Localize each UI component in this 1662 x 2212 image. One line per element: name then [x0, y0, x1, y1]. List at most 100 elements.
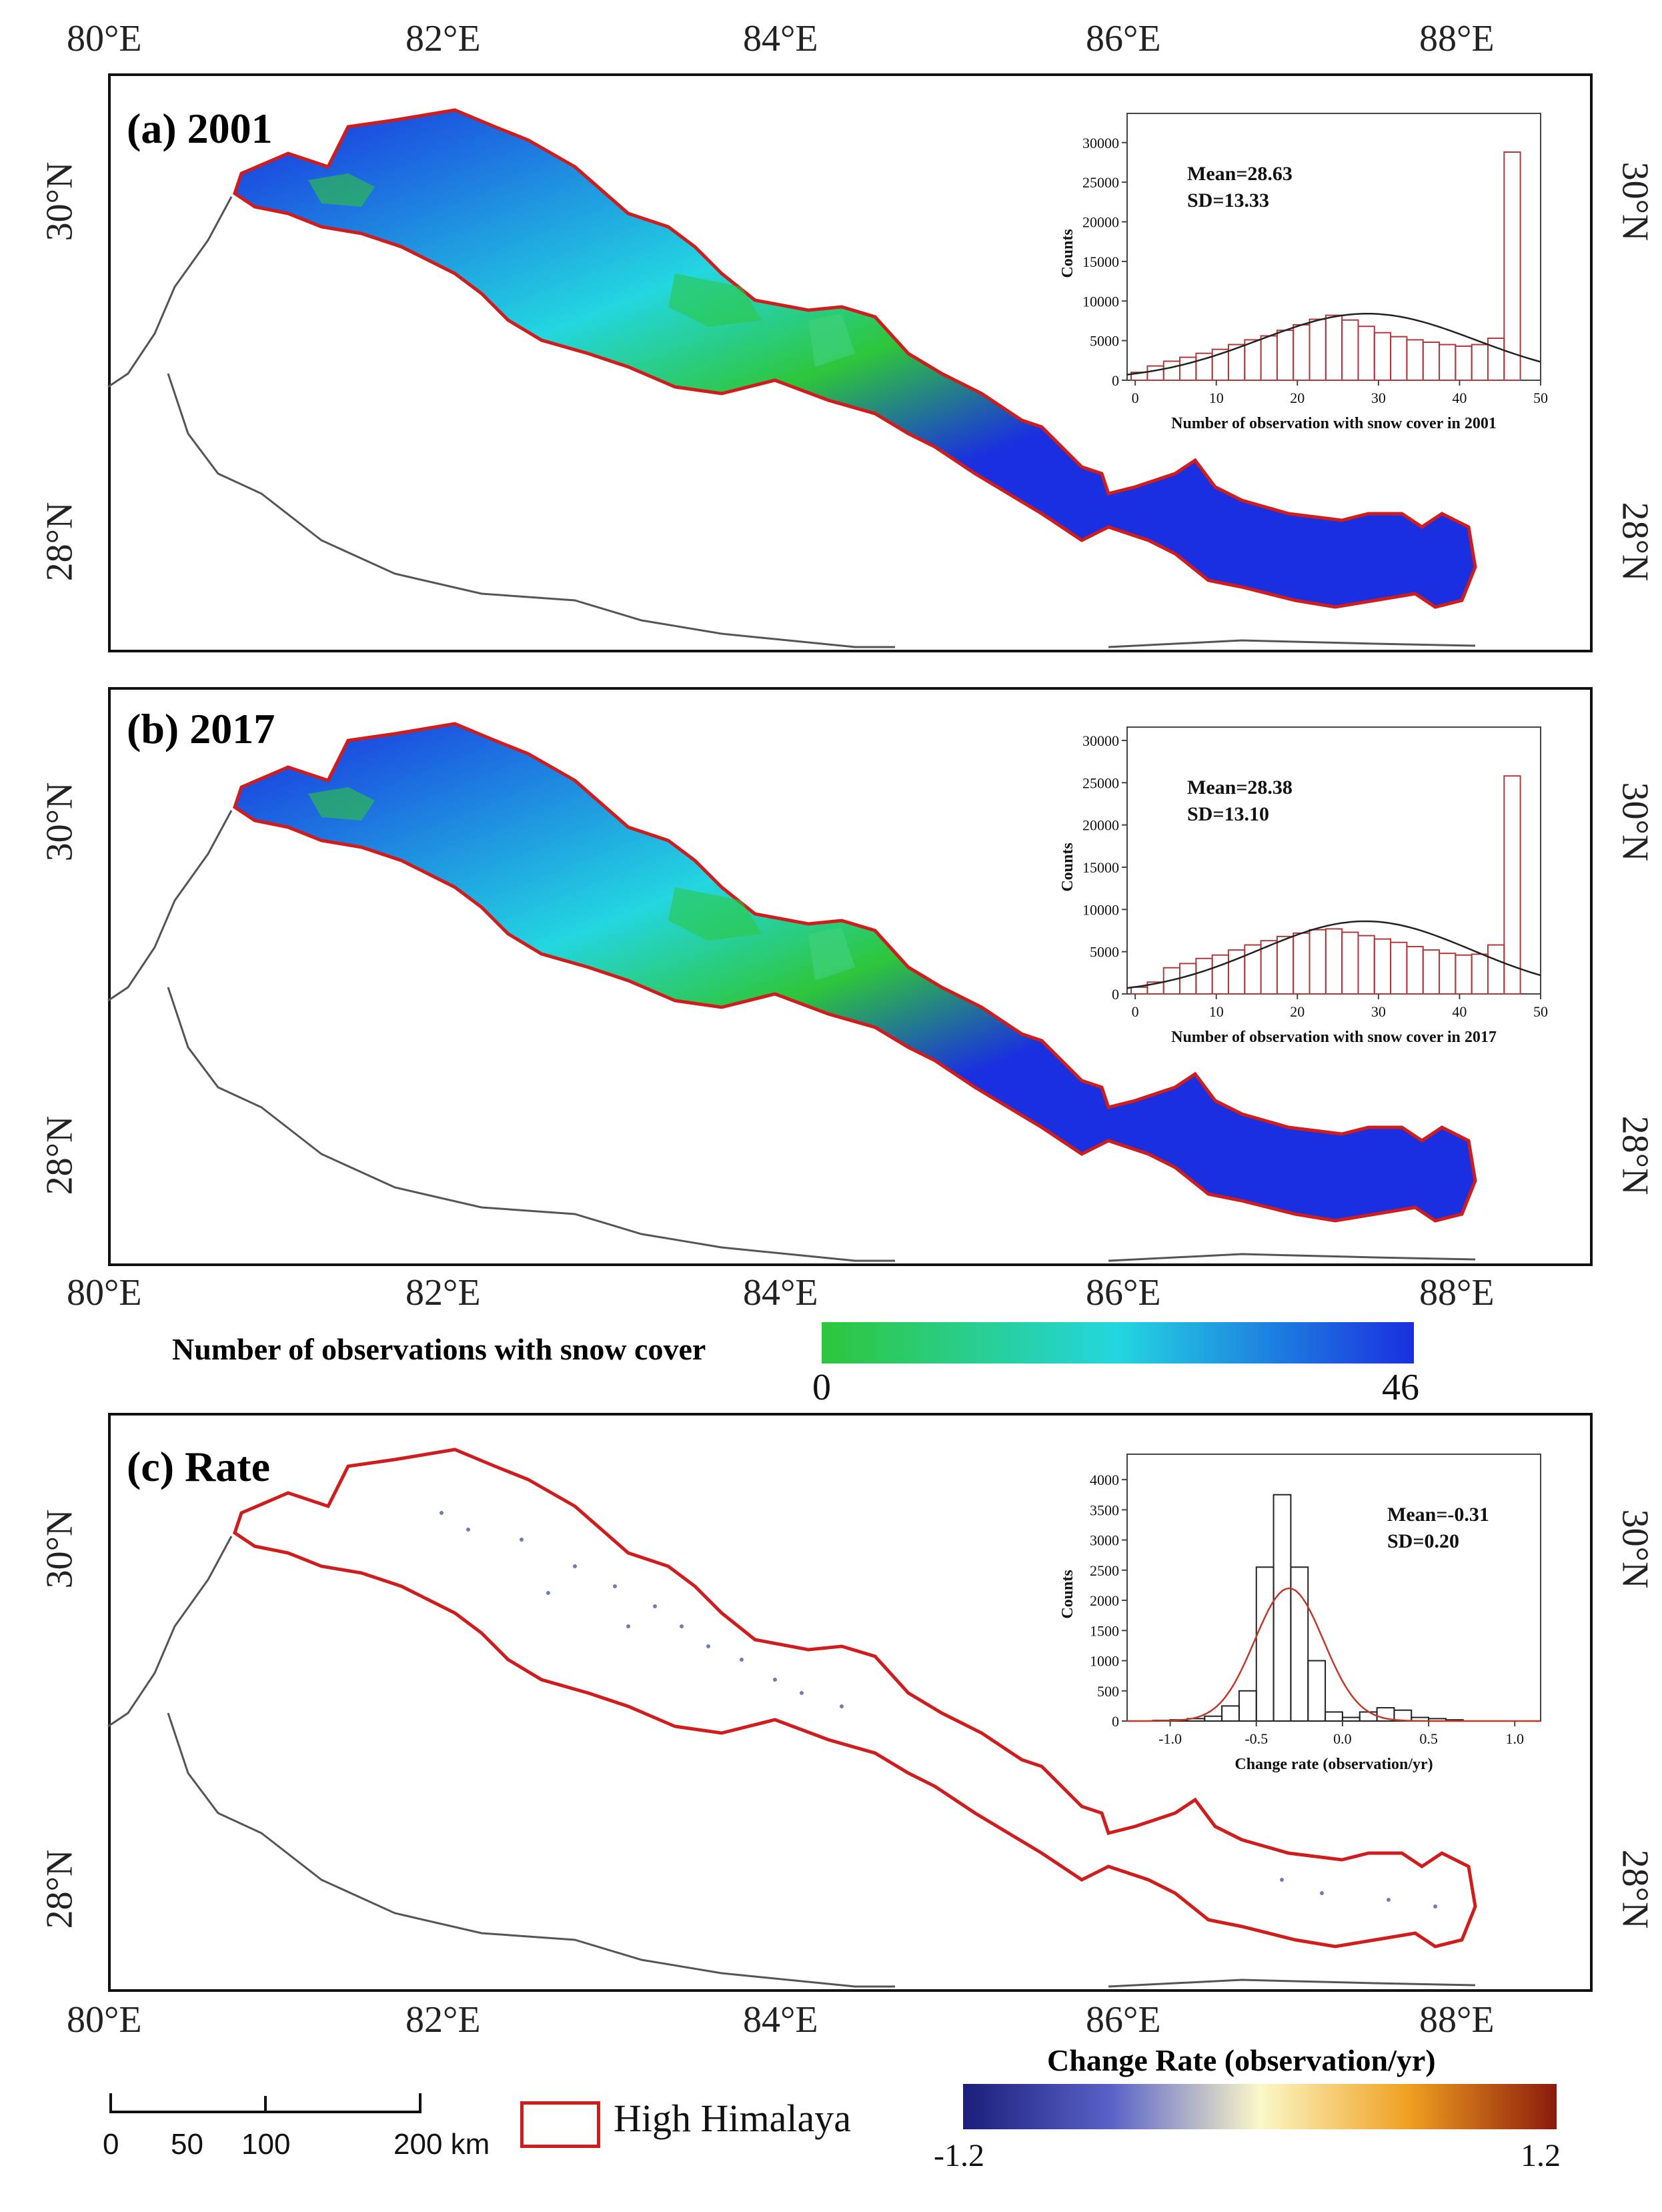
- lon-mid-80: 80°E: [67, 1272, 142, 1313]
- high-himalaya-region: [233, 108, 1477, 609]
- x-tick-label: 0.0: [1333, 1730, 1352, 1747]
- y-tick-label: 25000: [1082, 174, 1119, 191]
- x-axis-label: Number of observation with snow cover in…: [1171, 1029, 1497, 1046]
- x-tick-label: 30: [1371, 390, 1386, 406]
- x-tick-label: 0: [1132, 1003, 1139, 1020]
- x-tick-label: 40: [1452, 390, 1467, 406]
- boundary-legend-label: High Himalaya: [614, 2097, 851, 2140]
- y-tick-label: 25000: [1082, 774, 1119, 791]
- y-tick-label: 2000: [1090, 1592, 1119, 1609]
- sd-text: SD=13.10: [1187, 803, 1269, 825]
- lat-a-right-28: 28°N: [1614, 502, 1656, 582]
- lon-bot-84: 84°E: [743, 1999, 818, 2041]
- y-tick-label: 5000: [1090, 944, 1119, 961]
- country-boundary: [107, 1536, 1476, 1988]
- x-tick-label: -1.0: [1158, 1730, 1182, 1747]
- panel-b-label: (b) 2017: [127, 705, 275, 752]
- y-tick-label: 500: [1097, 1683, 1119, 1700]
- scale-bar: [109, 2093, 422, 2113]
- scale-label-100: 100: [241, 2128, 291, 2161]
- panel-a-histogram: 0 5000 10000 15000 20000 25000 30000 0 10 20 30 40 5…: [1059, 113, 1548, 432]
- mean-text: Mean=28.63: [1187, 163, 1293, 185]
- y-tick-label: 30000: [1082, 732, 1119, 749]
- y-axis-label: Counts: [1059, 229, 1076, 278]
- lon-mid-84: 84°E: [743, 1272, 818, 1313]
- x-tick-label: 10: [1209, 390, 1224, 406]
- high-himalaya-region: [233, 722, 1477, 1223]
- x-axis-label: Number of observation with snow cover in…: [1171, 415, 1497, 432]
- y-tick-label: 5000: [1090, 333, 1119, 350]
- lat-c-right-28: 28°N: [1614, 1849, 1656, 1929]
- lon-top-88: 88°E: [1419, 18, 1495, 59]
- y-tick-label: 10000: [1082, 901, 1119, 918]
- x-tick-label: 0: [1132, 390, 1139, 406]
- x-tick-label: 30: [1371, 1003, 1386, 1020]
- scale-label-50: 50: [171, 2128, 203, 2161]
- lat-c-left-28: 28°N: [39, 1849, 81, 1929]
- hist-frame: [1126, 113, 1541, 381]
- y-tick-label: 0: [1112, 986, 1119, 1003]
- panel-c-label: (c) Rate: [127, 1443, 270, 1490]
- x-tick-label: 10: [1209, 1003, 1224, 1020]
- x-axis-label: Change rate (observation/yr): [1234, 1756, 1433, 1773]
- lat-b-right-28: 28°N: [1614, 1115, 1656, 1195]
- y-tick-label: 3000: [1090, 1532, 1119, 1549]
- lon-mid-88: 88°E: [1419, 1272, 1495, 1313]
- lat-c-right-30: 30°N: [1614, 1509, 1656, 1589]
- lat-b-left-28: 28°N: [39, 1115, 81, 1195]
- x-tick-label: 20: [1290, 1003, 1305, 1020]
- panel-b-map: [107, 722, 1477, 1262]
- high-himalaya-outline: [233, 1448, 1477, 1949]
- panel-a-map: [107, 108, 1477, 648]
- y-tick-label: 0: [1112, 1713, 1119, 1730]
- mean-text: Mean=-0.31: [1387, 1504, 1489, 1526]
- x-tick-label: -0.5: [1244, 1730, 1268, 1747]
- panel-b-histogram: 0 5000 10000 15000 20000 25000 30000 0 10 20 30 40 5…: [1059, 726, 1548, 1046]
- y-tick-label: 0: [1112, 372, 1119, 389]
- x-tick-label: 50: [1533, 1003, 1548, 1020]
- rate-legend-title: Change Rate (observation/yr): [1047, 2043, 1436, 2077]
- x-tick-label: 20: [1290, 390, 1305, 406]
- x-tick-label: 40: [1452, 1003, 1467, 1020]
- rate-legend-min: -1.2: [934, 2138, 984, 2173]
- rate-legend-max: 1.2: [1521, 2138, 1561, 2173]
- scale-label-200: 200 km: [393, 2128, 490, 2161]
- lat-a-right-30: 30°N: [1614, 161, 1656, 241]
- fit-curve: [1126, 920, 1541, 989]
- hist-bar: [1307, 1660, 1327, 1722]
- scale-label-0: 0: [103, 2128, 119, 2161]
- y-tick-label: 3500: [1090, 1502, 1119, 1518]
- panel-c-map: [107, 1448, 1477, 1988]
- lat-a-left-30: 30°N: [39, 161, 81, 241]
- lat-b-left-30: 30°N: [39, 782, 81, 862]
- lon-top-84: 84°E: [743, 18, 818, 59]
- snow-colorbar: [822, 1322, 1414, 1363]
- hist-frame: [1126, 1454, 1541, 1722]
- lon-top-80: 80°E: [67, 18, 142, 59]
- lon-top-82: 82°E: [405, 18, 481, 59]
- country-boundary: [107, 196, 1476, 648]
- x-tick-label: 50: [1533, 390, 1548, 406]
- hist-bar: [1325, 1711, 1343, 1722]
- mean-text: Mean=28.38: [1187, 776, 1293, 798]
- y-axis-label: Counts: [1059, 1570, 1076, 1618]
- snow-legend-title: Number of observations with snow cover: [172, 1332, 706, 1366]
- boundary-legend-swatch: [520, 2101, 600, 2148]
- lat-b-right-30: 30°N: [1614, 782, 1656, 862]
- y-tick-label: 15000: [1082, 859, 1119, 876]
- y-tick-label: 1500: [1090, 1622, 1119, 1639]
- x-tick-label: 1.0: [1506, 1730, 1525, 1747]
- lon-top-86: 86°E: [1086, 18, 1161, 59]
- lat-c-left-30: 30°N: [39, 1509, 81, 1589]
- y-tick-label: 1000: [1090, 1653, 1119, 1670]
- y-tick-label: 2500: [1090, 1562, 1119, 1579]
- x-tick-label: 0.5: [1419, 1730, 1438, 1747]
- rate-colorbar: [963, 2084, 1557, 2129]
- hist-bar: [1290, 1566, 1309, 1722]
- y-tick-label: 20000: [1082, 817, 1119, 834]
- hist-bar: [1503, 151, 1521, 381]
- hist-bar: [1503, 775, 1521, 995]
- lon-bot-88: 88°E: [1419, 1999, 1495, 2041]
- y-tick-label: 20000: [1082, 214, 1119, 231]
- panel-c-histogram: 0 500 1000 1500 2000 2500 3000 3500 4000 -1.0 -0.5…: [1059, 1454, 1541, 1773]
